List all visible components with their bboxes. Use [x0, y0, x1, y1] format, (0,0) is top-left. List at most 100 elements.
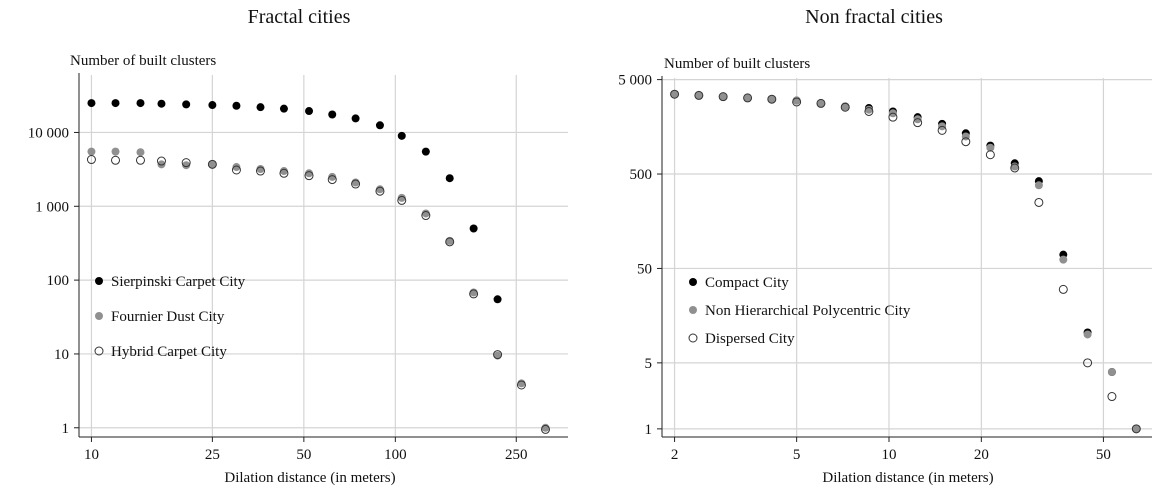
- legend-label: Compact City: [705, 275, 789, 291]
- data-point-hybrid-carpet-city: [469, 289, 479, 299]
- data-point-non-hierarchical-polycentric-city: [816, 99, 825, 108]
- y-tick-label: 100: [47, 273, 70, 289]
- data-point-dispersed-city: [888, 112, 898, 122]
- x-tick-label: 25: [205, 447, 220, 463]
- data-point-sierpinski-carpet-city: [136, 99, 145, 108]
- legend-marker: [688, 333, 698, 343]
- y-tick-label: 1: [62, 421, 70, 437]
- legend-label: Hybrid Carpet City: [111, 344, 227, 360]
- data-point-fournier-dust-city: [136, 148, 145, 157]
- data-point-fournier-dust-city: [208, 160, 217, 169]
- data-point-sierpinski-carpet-city: [445, 174, 454, 183]
- data-point-fournier-dust-city: [328, 172, 337, 181]
- legend-marker: [689, 306, 697, 314]
- data-point-dispersed-city: [985, 150, 995, 160]
- data-point-hybrid-carpet-city: [231, 165, 241, 175]
- data-point-hybrid-carpet-city: [421, 211, 431, 221]
- data-point-non-hierarchical-polycentric-city: [1107, 368, 1116, 377]
- chart-title: Non fractal cities: [805, 6, 943, 28]
- data-point-dispersed-city: [816, 98, 826, 108]
- data-point-non-hierarchical-polycentric-city: [1132, 424, 1141, 433]
- data-point-hybrid-carpet-city: [375, 186, 385, 196]
- fractal-cities-panel: Fractal cities Number of built clusters …: [28, 6, 568, 486]
- data-points: [86, 99, 550, 434]
- x-tick-label: 50: [1096, 447, 1111, 463]
- x-tick-label: 100: [384, 447, 407, 463]
- data-point-dispersed-city: [961, 137, 971, 147]
- data-point-dispersed-city: [864, 106, 874, 116]
- legend-marker: [94, 346, 104, 356]
- data-point-fournier-dust-city: [493, 351, 502, 360]
- y-axis-label: Number of built clusters: [664, 56, 810, 72]
- y-tick-label: 500: [630, 167, 653, 183]
- data-point-dispersed-city: [1107, 392, 1117, 402]
- data-point-hybrid-carpet-city: [279, 168, 289, 178]
- data-point-sierpinski-carpet-city: [305, 107, 314, 116]
- data-point-hybrid-carpet-city: [493, 350, 503, 360]
- data-point-hybrid-carpet-city: [86, 155, 96, 165]
- data-point-dispersed-city: [1010, 163, 1020, 173]
- legend-marker: [689, 278, 697, 286]
- axes: 10 25 50 100 250 1 10 100 1 000 10 000: [28, 73, 568, 463]
- legend-label: Fournier Dust City: [111, 309, 225, 325]
- data-point-dispersed-city: [743, 93, 753, 103]
- data-point-hybrid-carpet-city: [397, 195, 407, 205]
- y-tick-label: 1 000: [35, 199, 69, 215]
- data-point-fournier-dust-city: [232, 163, 241, 172]
- data-point-sierpinski-carpet-city: [397, 131, 406, 140]
- y-axis-label: Number of built clusters: [70, 53, 216, 69]
- data-point-sierpinski-carpet-city: [157, 99, 166, 108]
- data-point-sierpinski-carpet-city: [232, 101, 241, 110]
- axes: 2 5 10 20 50 1 5 50 500 5 000: [618, 73, 1152, 463]
- y-tick-label: 1: [645, 422, 653, 438]
- data-point-dispersed-city: [1034, 197, 1044, 207]
- data-point-dispersed-city: [1058, 284, 1068, 294]
- data-point-non-hierarchical-polycentric-city: [913, 115, 922, 124]
- y-tick-label: 5 000: [618, 73, 652, 89]
- data-point-sierpinski-carpet-city: [351, 114, 360, 123]
- data-point-hybrid-carpet-city: [156, 156, 166, 166]
- x-tick-label: 20: [974, 447, 989, 463]
- data-point-fournier-dust-city: [445, 236, 454, 245]
- data-point-non-hierarchical-polycentric-city: [1059, 255, 1068, 264]
- data-point-sierpinski-carpet-city: [469, 224, 478, 233]
- data-point-sierpinski-carpet-city: [328, 110, 337, 119]
- x-tick-label: 50: [296, 447, 311, 463]
- x-axis-label: Dilation distance (in meters): [224, 470, 395, 486]
- data-point-non-hierarchical-polycentric-city: [1083, 330, 1092, 339]
- chart-title: Fractal cities: [248, 6, 351, 28]
- data-point-sierpinski-carpet-city: [279, 104, 288, 113]
- data-point-hybrid-carpet-city: [516, 380, 526, 390]
- data-point-fournier-dust-city: [375, 185, 384, 194]
- data-point-sierpinski-carpet-city: [182, 100, 191, 109]
- data-point-non-hierarchical-polycentric-city: [670, 90, 679, 99]
- data-point-hybrid-carpet-city: [351, 179, 361, 189]
- x-axis-label: Dilation distance (in meters): [822, 470, 993, 486]
- x-tick-label: 5: [793, 447, 801, 463]
- data-point-non-hierarchical-polycentric-city: [1034, 181, 1043, 190]
- x-tick-label: 250: [505, 447, 528, 463]
- data-point-fournier-dust-city: [256, 164, 265, 173]
- data-point-hybrid-carpet-city: [327, 175, 337, 185]
- data-point-hybrid-carpet-city: [445, 237, 455, 247]
- data-point-dispersed-city: [792, 97, 802, 107]
- x-tick-label: 10: [84, 447, 99, 463]
- data-point-dispersed-city: [1131, 424, 1141, 434]
- data-point-dispersed-city: [937, 125, 947, 135]
- data-point-hybrid-carpet-city: [304, 171, 314, 181]
- data-point-fournier-dust-city: [421, 209, 430, 218]
- data-point-hybrid-carpet-city: [181, 158, 191, 168]
- legend-marker: [95, 277, 103, 285]
- data-point-hybrid-carpet-city: [255, 166, 265, 176]
- grid: [662, 78, 1152, 437]
- data-point-non-hierarchical-polycentric-city: [864, 105, 873, 114]
- data-point-non-hierarchical-polycentric-city: [767, 95, 776, 104]
- data-point-dispersed-city: [1083, 358, 1093, 368]
- data-point-fournier-dust-city: [111, 147, 120, 156]
- data-point-hybrid-carpet-city: [111, 155, 121, 165]
- data-point-hybrid-carpet-city: [540, 424, 550, 434]
- data-point-fournier-dust-city: [397, 193, 406, 202]
- data-point-fournier-dust-city: [279, 167, 288, 176]
- data-point-sierpinski-carpet-city: [493, 295, 502, 304]
